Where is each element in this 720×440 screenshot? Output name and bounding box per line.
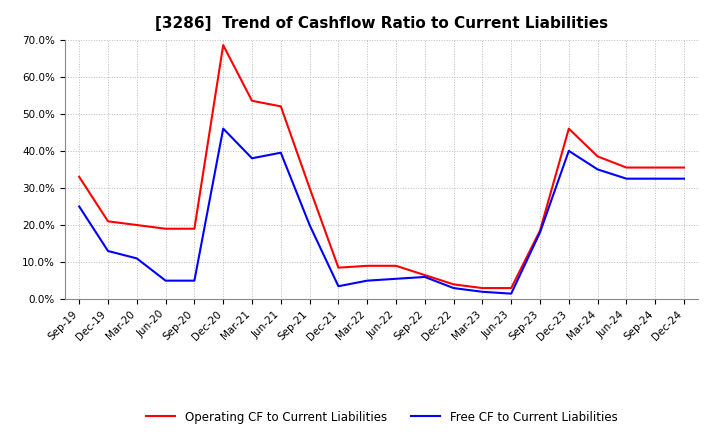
Free CF to Current Liabilities bbox=[104, 248, 112, 253]
Operating CF to Current Liabilities bbox=[593, 154, 602, 159]
Line: Free CF to Current Liabilities: Free CF to Current Liabilities bbox=[79, 128, 684, 293]
Operating CF to Current Liabilities bbox=[507, 286, 516, 291]
Operating CF to Current Liabilities bbox=[248, 98, 256, 103]
Operating CF to Current Liabilities bbox=[161, 226, 170, 231]
Free CF to Current Liabilities bbox=[478, 289, 487, 294]
Free CF to Current Liabilities bbox=[305, 222, 314, 227]
Free CF to Current Liabilities bbox=[420, 274, 429, 279]
Operating CF to Current Liabilities bbox=[276, 104, 285, 109]
Operating CF to Current Liabilities bbox=[478, 286, 487, 291]
Operating CF to Current Liabilities bbox=[536, 228, 544, 233]
Free CF to Current Liabilities bbox=[219, 126, 228, 131]
Operating CF to Current Liabilities bbox=[651, 165, 660, 170]
Operating CF to Current Liabilities bbox=[449, 282, 458, 287]
Free CF to Current Liabilities bbox=[651, 176, 660, 181]
Operating CF to Current Liabilities bbox=[622, 165, 631, 170]
Free CF to Current Liabilities bbox=[161, 278, 170, 283]
Operating CF to Current Liabilities bbox=[132, 222, 141, 227]
Operating CF to Current Liabilities bbox=[363, 263, 372, 268]
Free CF to Current Liabilities bbox=[248, 156, 256, 161]
Free CF to Current Liabilities bbox=[363, 278, 372, 283]
Operating CF to Current Liabilities bbox=[190, 226, 199, 231]
Free CF to Current Liabilities bbox=[132, 256, 141, 261]
Free CF to Current Liabilities bbox=[190, 278, 199, 283]
Title: [3286]  Trend of Cashflow Ratio to Current Liabilities: [3286] Trend of Cashflow Ratio to Curren… bbox=[155, 16, 608, 32]
Operating CF to Current Liabilities bbox=[392, 263, 400, 268]
Operating CF to Current Liabilities bbox=[219, 43, 228, 48]
Operating CF to Current Liabilities bbox=[305, 185, 314, 191]
Free CF to Current Liabilities bbox=[680, 176, 688, 181]
Free CF to Current Liabilities bbox=[392, 276, 400, 282]
Operating CF to Current Liabilities bbox=[75, 174, 84, 180]
Free CF to Current Liabilities bbox=[593, 167, 602, 172]
Operating CF to Current Liabilities bbox=[680, 165, 688, 170]
Operating CF to Current Liabilities bbox=[104, 219, 112, 224]
Operating CF to Current Liabilities bbox=[334, 265, 343, 270]
Line: Operating CF to Current Liabilities: Operating CF to Current Liabilities bbox=[79, 45, 684, 288]
Free CF to Current Liabilities bbox=[622, 176, 631, 181]
Free CF to Current Liabilities bbox=[276, 150, 285, 155]
Free CF to Current Liabilities bbox=[507, 291, 516, 296]
Free CF to Current Liabilities bbox=[334, 284, 343, 289]
Operating CF to Current Liabilities bbox=[564, 126, 573, 131]
Free CF to Current Liabilities bbox=[564, 148, 573, 154]
Free CF to Current Liabilities bbox=[449, 286, 458, 291]
Free CF to Current Liabilities bbox=[75, 204, 84, 209]
Operating CF to Current Liabilities bbox=[420, 272, 429, 278]
Legend: Operating CF to Current Liabilities, Free CF to Current Liabilities: Operating CF to Current Liabilities, Fre… bbox=[141, 406, 622, 428]
Free CF to Current Liabilities bbox=[536, 230, 544, 235]
